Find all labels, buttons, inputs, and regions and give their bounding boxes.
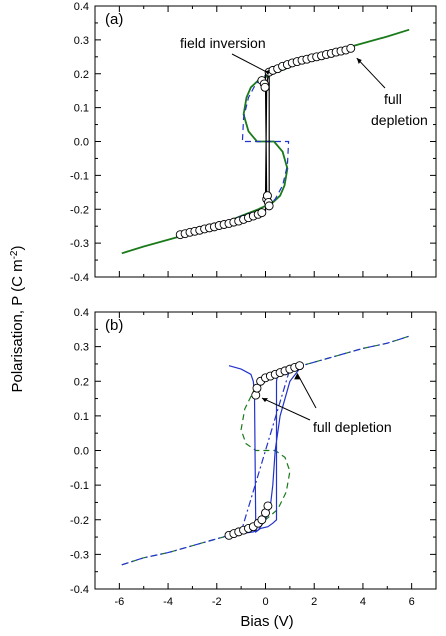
x-tick-label: 4 [360, 596, 366, 608]
panel-label: (b) [105, 317, 123, 334]
plot-frame [94, 311, 437, 590]
x-tick-label: 6 [409, 596, 415, 608]
y-tick-label: 0.1 [74, 103, 89, 115]
y-tick-label: 0.2 [74, 69, 89, 81]
x-tick-label: 0 [262, 596, 268, 608]
data-point [252, 383, 262, 393]
y-axis-title-main: Polarisation, P (C m [9, 259, 26, 392]
y-tick-label: -0.2 [70, 204, 89, 216]
series-line-1 [121, 335, 410, 566]
annotation-line: full [384, 91, 402, 107]
annotation-arrow [231, 53, 266, 72]
x-tick-label: 2 [311, 596, 317, 608]
y-tick-label: 0.4 [74, 1, 89, 13]
y-tick-label: -0.1 [70, 480, 89, 492]
y-tick-label: -0.4 [70, 272, 89, 284]
data-point [295, 361, 305, 371]
y-tick-label: 0.0 [74, 446, 89, 458]
y-axis-title: Polarisation, P (C m-2) [9, 245, 27, 392]
y-axis-title-close: ) [9, 245, 26, 250]
data-point [257, 515, 267, 525]
annotation-full-depletion: full depletion [313, 419, 392, 435]
plot-area [121, 28, 410, 255]
y-tick-label: -0.2 [70, 515, 89, 527]
x-tick-label: -2 [212, 596, 222, 608]
annotation-field-inversion: field inversion [180, 35, 266, 51]
plot-area [121, 335, 410, 566]
data-point [260, 82, 270, 92]
annotation-arrowhead [356, 58, 362, 65]
y-axis-title-sup: -2 [9, 250, 20, 259]
y-tick-label: 0.4 [74, 307, 89, 319]
y-tick-label: 0.2 [74, 376, 89, 388]
panel-label: (a) [105, 11, 123, 28]
y-tick-label: 0.3 [74, 35, 89, 47]
data-point [263, 501, 273, 511]
data-point [346, 43, 356, 53]
annotation-full-depletion: full depletion [371, 91, 428, 128]
panel-b: -0.4 -0.3 -0.2 -0.1 0.0 0.1 0.2 0.3 0.4 -6 -4 -2 0 2 4… [70, 307, 437, 608]
annotation-arrowhead [265, 70, 271, 76]
series-line-0 [121, 335, 410, 566]
annotation-arrow [261, 397, 311, 421]
y-tick-label: -0.1 [70, 170, 89, 182]
annotation-arrow [356, 57, 386, 89]
data-point [257, 208, 267, 218]
x-tick-label: -4 [163, 596, 173, 608]
y-tick-label: -0.3 [70, 238, 89, 250]
x-tick-label: -6 [114, 596, 124, 608]
annotation-arrowhead [261, 398, 268, 403]
y-tick-label: -0.4 [70, 584, 89, 596]
annotation-line: depletion [371, 112, 428, 128]
plot-frame [94, 5, 437, 278]
x-axis-title: Bias (V) [240, 613, 293, 630]
y-tick-label: -0.3 [70, 549, 89, 561]
panel-a: -0.4 -0.3 -0.2 -0.1 0.0 0.1 0.2 0.3 0.4 (a) field … [70, 1, 437, 284]
annotation-arrow [296, 373, 317, 409]
annotation-arrowhead [294, 373, 301, 380]
data-point [264, 201, 274, 211]
y-tick-label: 0.3 [74, 342, 89, 354]
y-tick-label: 0.0 [74, 137, 89, 149]
y-tick-label: 0.1 [74, 411, 89, 423]
